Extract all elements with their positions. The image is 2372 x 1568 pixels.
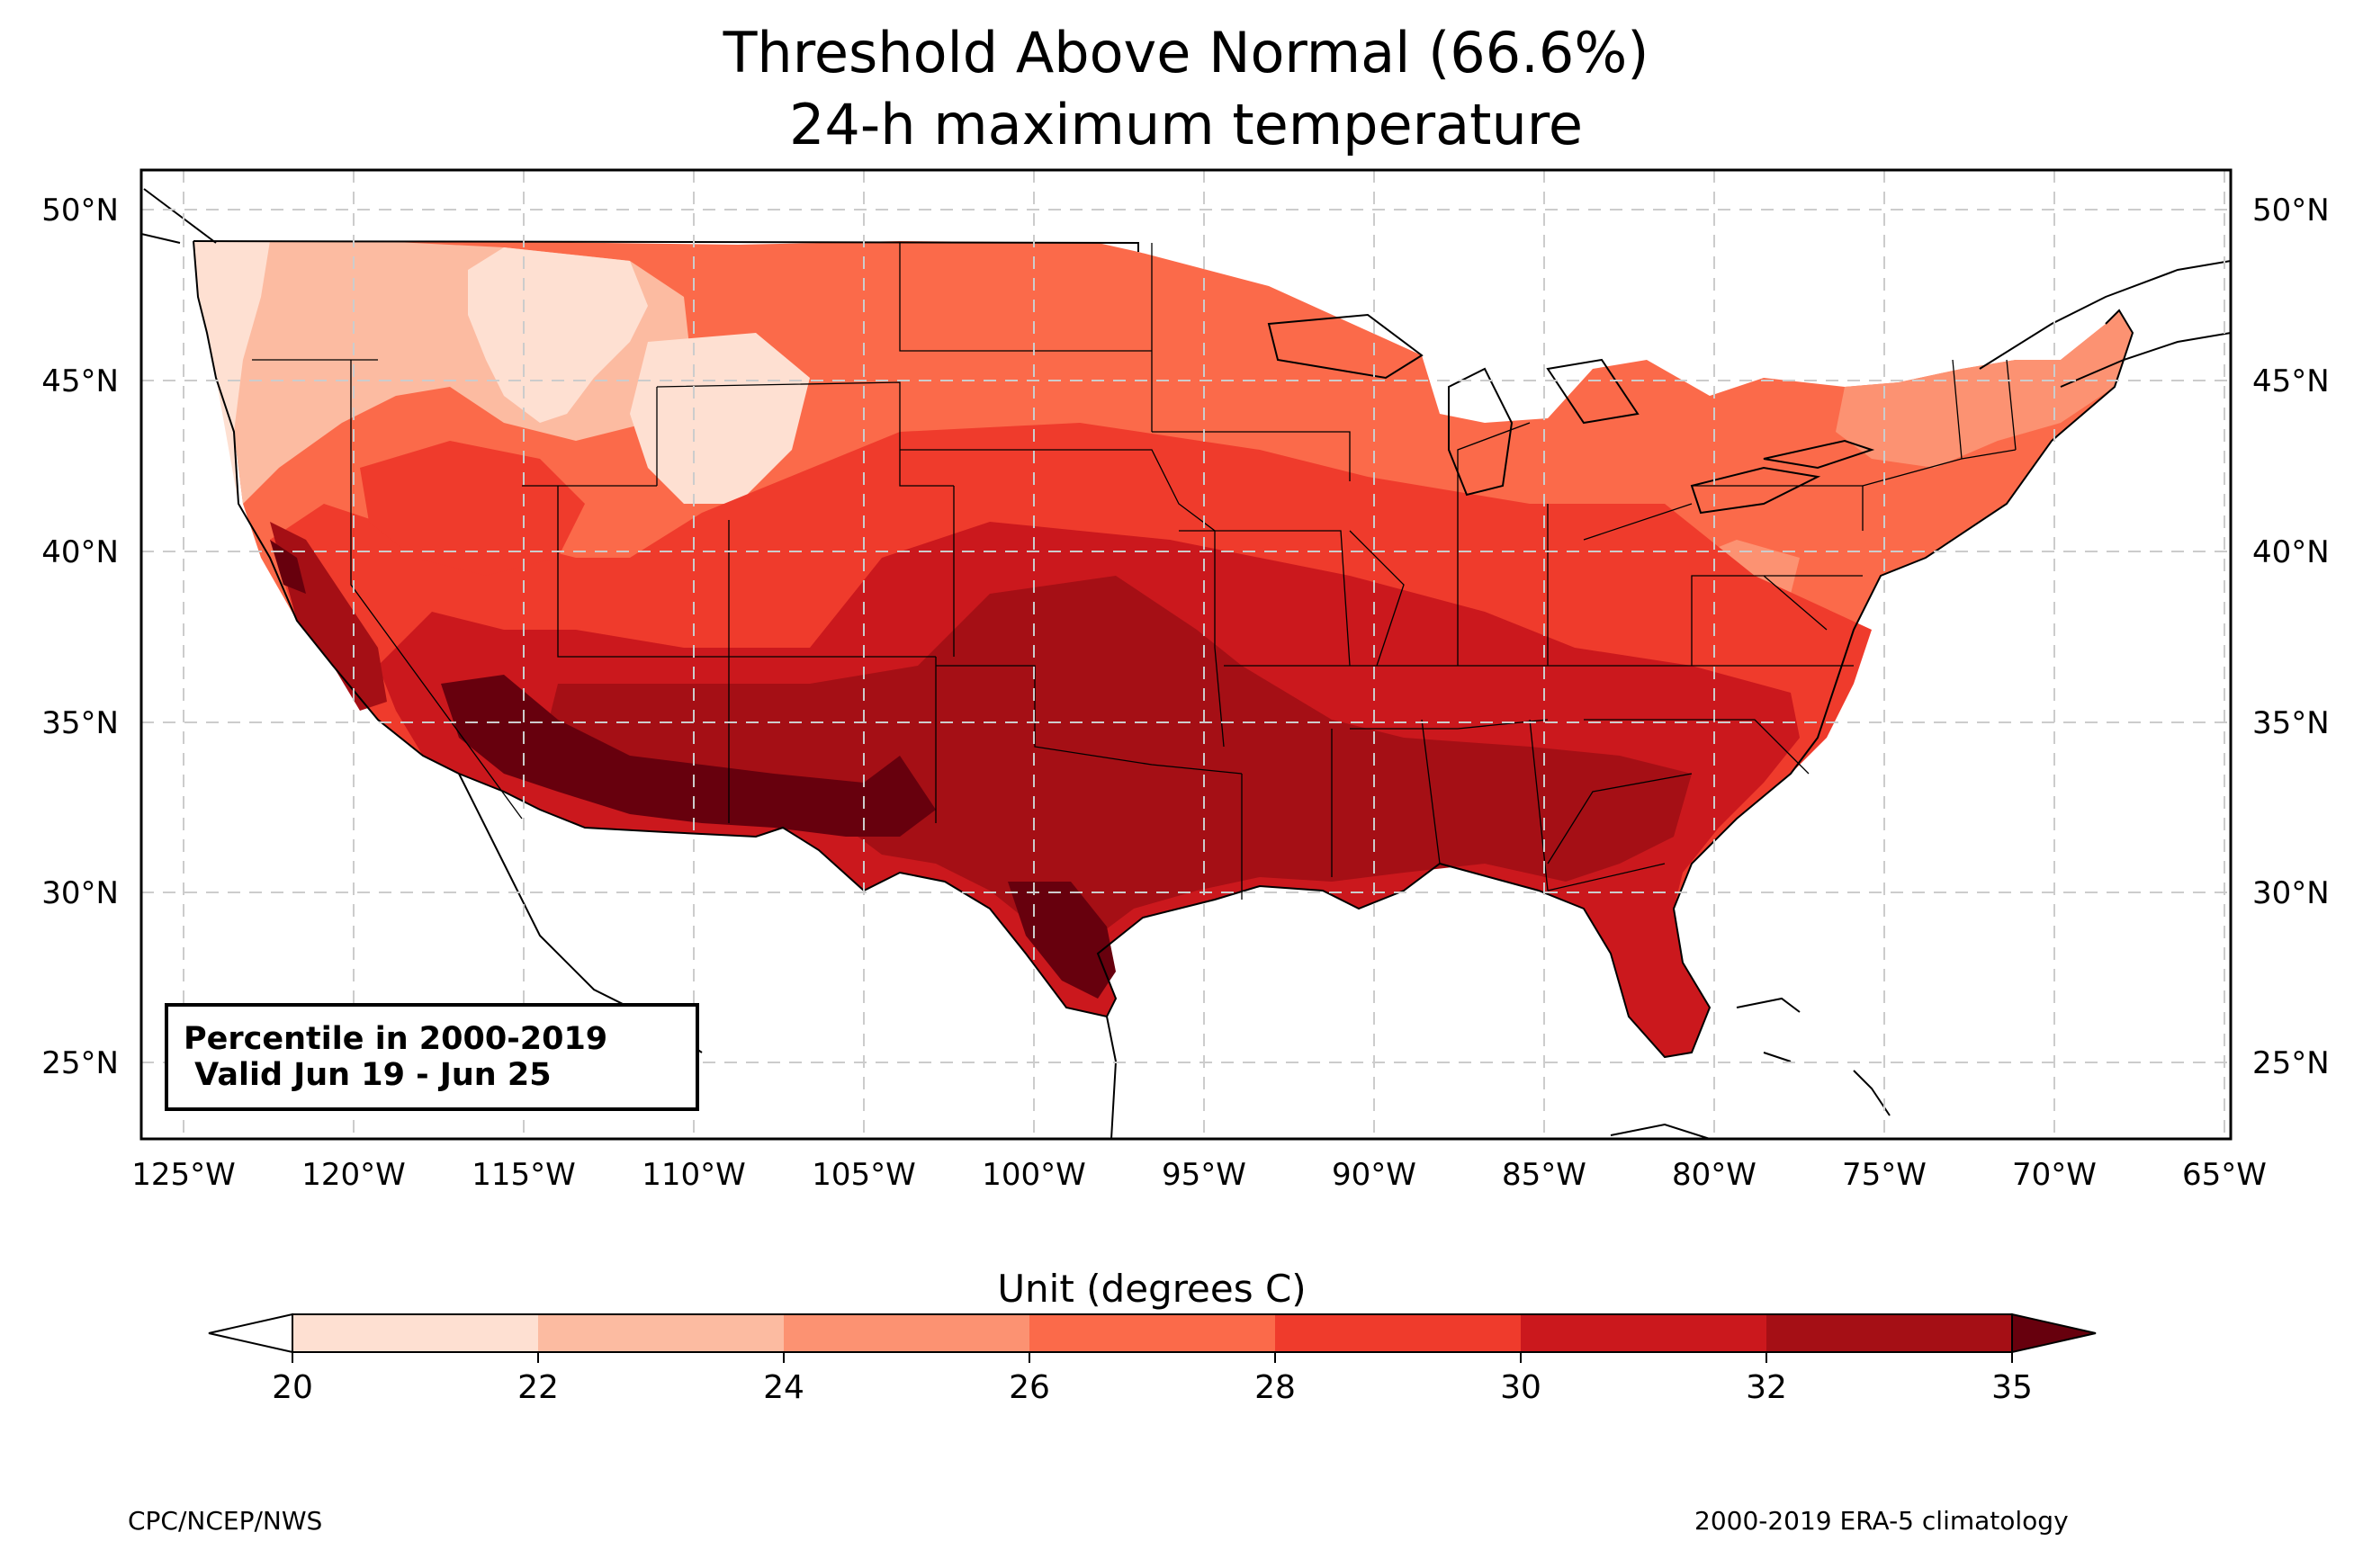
rockies-cool-region [468, 247, 648, 423]
desert-southwest-extreme-region [441, 675, 936, 837]
lon-label: 120°W [301, 1157, 406, 1193]
colorbar-frame [292, 1313, 2013, 1353]
central-valley-extreme-region [270, 540, 306, 594]
wyoming-cool-region [630, 333, 810, 504]
lat-label-right: 25°N [2252, 1045, 2330, 1081]
colorbar-tick-label: 20 [272, 1369, 313, 1406]
lon-label: 100°W [982, 1157, 1086, 1193]
great-lakes [1267, 313, 1875, 515]
west-state-borders [252, 243, 1243, 823]
lon-label: 125°W [131, 1157, 236, 1193]
lat-label-right: 35°N [2252, 705, 2330, 741]
lon-label: 90°W [1332, 1157, 1416, 1193]
lon-label: 105°W [812, 1157, 916, 1193]
lat-label-left: 25°N [41, 1045, 119, 1081]
chart-title-line2: 24-h maximum temperature [788, 92, 1584, 157]
lat-labels-left: 50°N 45°N 40°N 35°N 30°N 25°N [41, 193, 119, 1081]
colorbar-tick-label: 32 [1746, 1369, 1787, 1406]
colorbar-segment [784, 1314, 1030, 1352]
colorbar [208, 1313, 2097, 1363]
lon-label: 110°W [642, 1157, 746, 1193]
conus-outline [193, 240, 2134, 1059]
lon-labels: 125°W 120°W 115°W 110°W 105°W 100°W 95°W… [131, 1157, 2267, 1193]
lat-label-left: 40°N [41, 534, 119, 570]
colorbar-tick-label: 22 [517, 1369, 559, 1406]
lon-label: 80°W [1672, 1157, 1757, 1193]
lon-label: 115°W [472, 1157, 576, 1193]
lat-label-left: 45°N [41, 363, 119, 399]
colorbar-under-arrow [208, 1313, 293, 1354]
map-frame [139, 168, 2233, 1141]
colorbar-tick-label: 35 [1991, 1369, 2033, 1406]
lon-label: 70°W [2012, 1157, 2097, 1193]
lat-labels-right: 50°N 45°N 40°N 35°N 30°N 25°N [2252, 193, 2330, 1081]
lon-label: 75°W [1842, 1157, 1927, 1193]
colorbar-tick-label: 24 [763, 1369, 804, 1406]
footer-climatology: 2000-2019 ERA-5 climatology [1694, 1506, 2069, 1536]
pacific-southwest-warm-region [360, 441, 585, 576]
info-line-percentile: Percentile in 2000-2019 [184, 1021, 608, 1057]
vancouver-island [141, 188, 217, 244]
lat-label-right: 45°N [2252, 363, 2330, 399]
colorbar-tick-label: 28 [1254, 1369, 1296, 1406]
lon-label: 85°W [1502, 1157, 1586, 1193]
lat-label-right: 40°N [2252, 534, 2330, 570]
deep-south-very-hot-region [540, 576, 1692, 936]
canada-coast [1979, 260, 2231, 388]
canada-border [193, 240, 1139, 252]
lon-label: 95°W [1162, 1157, 1246, 1193]
colorbar-segment [1521, 1314, 1767, 1352]
footer-source: CPC/NCEP/NWS [128, 1506, 323, 1536]
colorbar-segment [1029, 1314, 1276, 1352]
colorbar-segment [538, 1314, 785, 1352]
gridlines [141, 170, 2231, 1139]
east-state-borders [1152, 359, 2017, 900]
colorbar-segment [1766, 1314, 2013, 1352]
caribbean-islands [1610, 997, 1891, 1139]
lat-label-left: 50°N [41, 193, 119, 228]
chart-title-line1: Threshold Above Normal (66.6%) [723, 20, 1649, 85]
state-borders [252, 243, 2017, 900]
colorbar-title: Unit (degrees C) [997, 1267, 1307, 1311]
northeast-cool-region [1836, 310, 2133, 468]
colorbar-over-arrow [2011, 1313, 2097, 1354]
lat-label-right: 30°N [2252, 875, 2330, 911]
validity-info-box: Percentile in 2000-2019 Valid Jun 19 - J… [165, 1003, 699, 1111]
coast-cool-region [193, 241, 270, 504]
lat-label-left: 30°N [41, 875, 119, 911]
lat-label-right: 50°N [2252, 193, 2330, 228]
colorbar-segment [1275, 1314, 1522, 1352]
temperature-fill [193, 241, 2133, 1057]
lat-label-left: 35°N [41, 705, 119, 741]
lon-label: 65°W [2182, 1157, 2267, 1193]
info-line-valid-dates: Valid Jun 19 - Jun 25 [184, 1057, 552, 1093]
colorbar-tick-label: 26 [1009, 1369, 1050, 1406]
colorbar-tick-label: 30 [1500, 1369, 1541, 1406]
colorbar-segment [292, 1314, 539, 1352]
